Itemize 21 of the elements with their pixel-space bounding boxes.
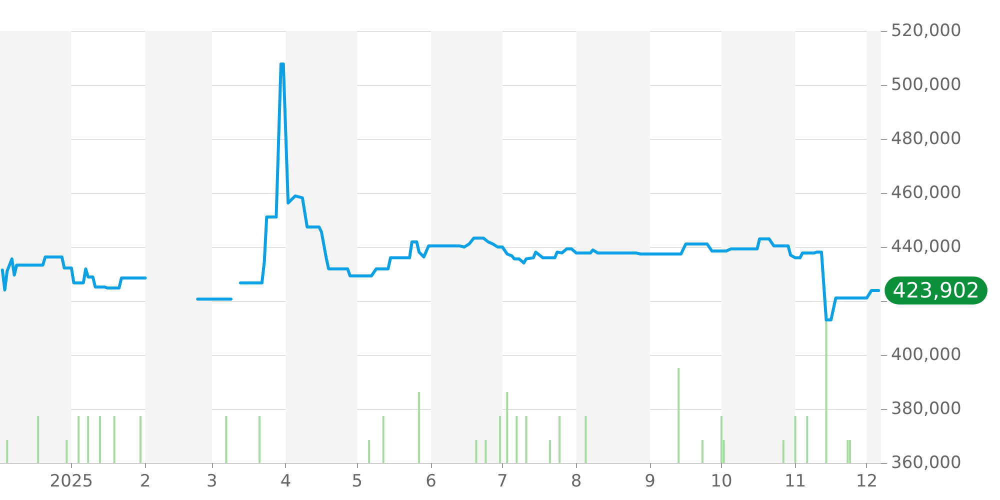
x-tick-label: 3 xyxy=(206,472,218,492)
y-tick-label: 360,000 xyxy=(891,453,962,473)
y-tick-label: 400,000 xyxy=(891,345,962,365)
y-tick-label: 460,000 xyxy=(891,183,962,203)
x-tick-label: 7 xyxy=(496,472,508,492)
y-tick-label: 480,000 xyxy=(891,129,962,149)
x-tick-label: 10 xyxy=(710,472,732,492)
x-tick-label: 8 xyxy=(570,472,582,492)
y-tick-label: 380,000 xyxy=(891,399,962,419)
y-tick-label: 520,000 xyxy=(891,21,962,41)
x-tick-label: 6 xyxy=(426,472,436,492)
x-tick-label: 2025 xyxy=(50,472,94,492)
x-tick-label: 2 xyxy=(140,472,151,492)
data-label: 423,902 xyxy=(892,278,980,302)
y-tick-label: 500,000 xyxy=(891,75,962,95)
x-tick-label: 12 xyxy=(856,472,878,492)
x-tick-label: 9 xyxy=(644,472,656,492)
x-tick-label: 11 xyxy=(784,472,806,492)
x-tick-label: 5 xyxy=(352,472,363,492)
x-tick-label: 4 xyxy=(280,472,292,492)
y-tick-label: 440,000 xyxy=(891,237,962,257)
